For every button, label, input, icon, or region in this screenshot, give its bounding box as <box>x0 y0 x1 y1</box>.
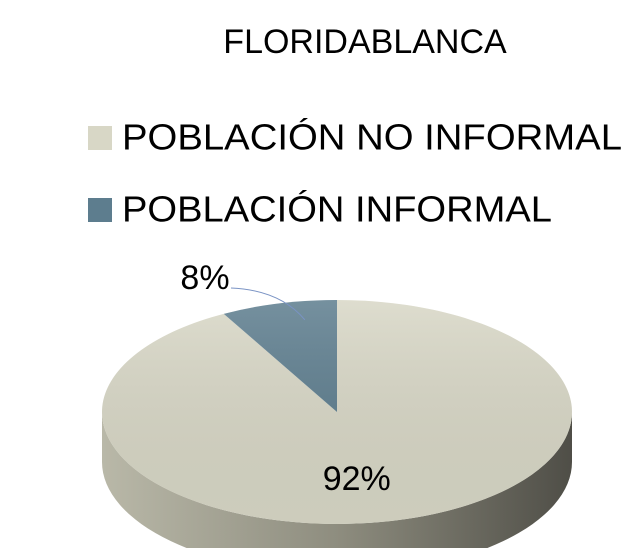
legend-swatch <box>88 126 112 150</box>
pie-side <box>102 412 572 548</box>
chart-title: FLORIDABLANCA <box>223 23 507 61</box>
pie-sheen <box>102 300 572 524</box>
data-label: 8% <box>180 259 229 297</box>
legend-label: POBLACIÓN NO INFORMAL <box>122 117 622 158</box>
leader-line <box>230 287 306 321</box>
legend-swatch <box>88 198 112 222</box>
data-label: 92% <box>323 460 391 498</box>
legend-label: POBLACIÓN INFORMAL <box>122 189 552 230</box>
